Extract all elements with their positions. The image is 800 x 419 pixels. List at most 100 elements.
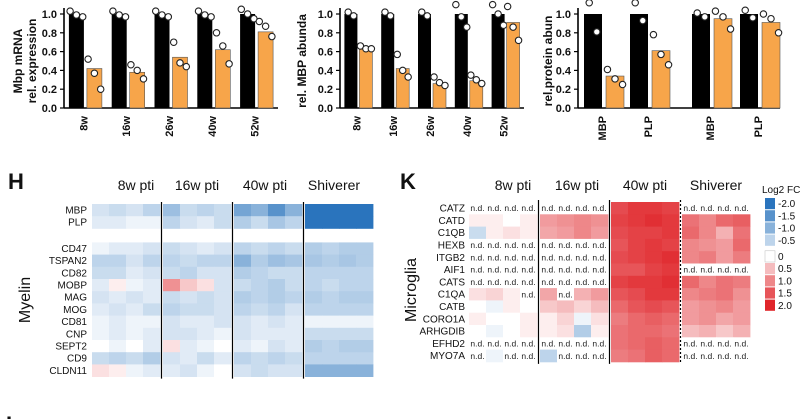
heatmap-cell [305, 364, 323, 377]
heatmap-cell [214, 364, 232, 377]
heatmap-cell [92, 315, 110, 329]
heatmap-cell [197, 291, 215, 304]
heatmap-cell [251, 242, 269, 255]
heatmap-cell [322, 327, 340, 341]
heatmap-group-header: 16w pti [175, 177, 219, 193]
data-point [509, 23, 517, 31]
bar-treated-plp [651, 50, 671, 109]
data-point [182, 62, 191, 71]
heatmap-cell [285, 315, 303, 329]
x-tick-label: 16w [388, 116, 400, 137]
data-point [488, 0, 497, 9]
heatmap-cell [197, 303, 215, 316]
heatmap-cell [520, 288, 538, 301]
heatmap-nd-label: n.d. [521, 351, 535, 361]
heatmap-cell [305, 315, 323, 329]
heatmap-cell [469, 214, 487, 227]
y-tick-label: 0.4 [556, 65, 572, 77]
heatmap-cell [305, 216, 323, 229]
heatmap-cell [356, 352, 374, 365]
y-tick-label: 0.2 [318, 84, 333, 96]
heatmap-nd-label: n.d. [683, 265, 697, 275]
heatmap-nd-label: n.d. [734, 339, 748, 349]
heatmap-cell [214, 291, 232, 304]
heatmap-cell [682, 300, 700, 314]
heatmap-cell [611, 325, 629, 338]
heatmap-cell [143, 266, 161, 280]
heatmap-cell [716, 251, 734, 264]
heatmap-cell [503, 226, 521, 240]
heatmap-cell [305, 242, 323, 255]
heatmap-cell [574, 275, 592, 289]
y-tick-label: 0.0 [42, 103, 57, 115]
heatmap-cell [143, 364, 161, 377]
heatmap-cell [234, 315, 252, 329]
heatmap-row-label: MAG [64, 293, 87, 304]
x-tick-label: 52w [250, 116, 262, 137]
heatmap-nd-label: n.d. [470, 240, 484, 250]
heatmap-cell [662, 337, 680, 350]
data-point [393, 50, 401, 59]
heatmap-nd-label: n.d. [575, 277, 589, 287]
heatmap-cell [322, 216, 340, 229]
heatmap-row-label: PLP [68, 218, 87, 229]
data-point [701, 13, 709, 21]
legend-tick-label: 1.5 [778, 289, 792, 300]
heatmap-cell [251, 340, 269, 353]
heatmap-cell [591, 202, 609, 215]
legend-swatch [765, 210, 775, 222]
heatmap-cell [540, 238, 558, 252]
heatmap-cell [305, 303, 323, 316]
heatmap-cell [591, 263, 609, 277]
heatmap-cell [557, 275, 575, 289]
heatmap-cell [611, 238, 629, 252]
heatmap-nd-label: n.d. [487, 277, 501, 287]
heatmap-cell [197, 204, 215, 217]
heatmap-cell [285, 364, 303, 377]
heatmap-cell [503, 325, 521, 338]
heatmap-cell [143, 327, 161, 341]
heatmap-nd-label: n.d. [487, 203, 501, 213]
heatmap-cell [540, 251, 558, 264]
bar-charts: 0.0 0.2 0.4 0.6 0.8 1.0 Mbp mRNA rel. expressio… [11, 0, 783, 140]
data-point [452, 0, 460, 9]
heatmap-cell [716, 288, 734, 301]
legend-swatch [765, 263, 775, 275]
heatmap-cell [520, 312, 538, 326]
heatmap-cell [339, 216, 357, 229]
heatmap-cell [92, 216, 110, 229]
heatmap-cell [356, 254, 374, 268]
heatmap-cell [699, 300, 717, 314]
heatmap-cell [611, 202, 629, 215]
legend-swatch [765, 222, 775, 234]
y-tick-label: 0.6 [318, 47, 333, 59]
heatmap-cell [662, 312, 680, 326]
heatmap-cell [126, 204, 144, 217]
heatmap-cell [645, 275, 663, 289]
heatmap-cell [662, 251, 680, 264]
heatmap-nd-label: n.d. [575, 351, 589, 361]
heatmap-nd-label: n.d. [592, 351, 606, 361]
heatmap-cell [197, 315, 215, 329]
heatmap-cell [733, 325, 751, 338]
heatmap-cell [109, 242, 127, 255]
heatmap-cell [126, 291, 144, 304]
heatmap-cell [716, 214, 734, 227]
heatmap-cell [126, 266, 144, 280]
heatmap-cell [628, 349, 646, 363]
heatmap-cell [180, 327, 198, 341]
panel-label-h: H [8, 169, 24, 194]
heatmap-cell [339, 303, 357, 316]
heatmap-cell [699, 337, 717, 350]
y-tick-label: 0.8 [42, 28, 57, 40]
heatmap-nd-label: n.d. [558, 351, 572, 361]
data-point [463, 23, 471, 31]
heatmap-cell [322, 279, 340, 292]
heatmap-row-label: C1QB [438, 228, 466, 239]
bar-control-26w [418, 14, 431, 108]
heatmap-legend: Log2 FC -2.0-1.5 -1.0-0.5 00.51.0 1.52.0 [762, 185, 800, 312]
heatmap-nd-label: n.d. [592, 277, 606, 287]
heatmap-cell [197, 340, 215, 353]
